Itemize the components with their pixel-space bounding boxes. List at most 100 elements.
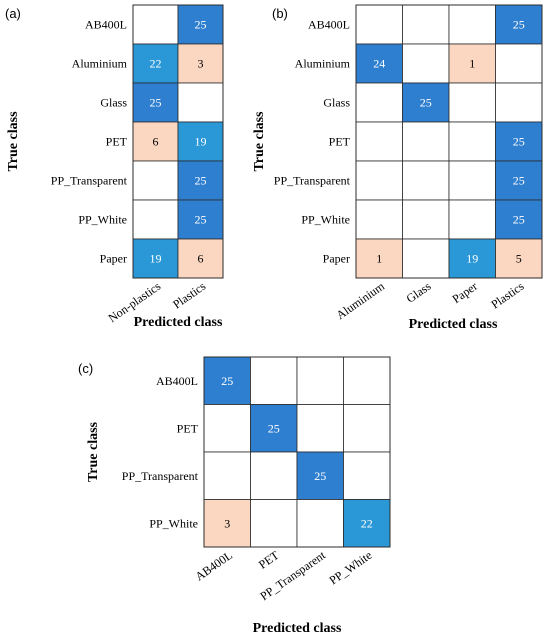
- cell-value-label: 25: [195, 174, 207, 188]
- cell-value-label: 25: [513, 213, 525, 227]
- cell-value-label: 1: [376, 252, 382, 266]
- matrix-cell: [448, 238, 496, 279]
- matrix-border: [203, 356, 391, 548]
- matrix-cell: [177, 43, 224, 84]
- matrix-border: [132, 4, 224, 279]
- matrix-cell: [495, 4, 543, 45]
- matrix-cell: [132, 199, 179, 240]
- column-label: AB400L: [193, 548, 235, 584]
- cell-value-label: 25: [420, 96, 432, 110]
- row-label: Paper: [323, 252, 350, 266]
- matrix-cell: [343, 356, 391, 405]
- matrix-cell: [355, 4, 403, 45]
- row-label: Aluminium: [72, 57, 128, 71]
- matrix-cell: [132, 4, 179, 45]
- cell-value-label: 22: [361, 516, 373, 530]
- matrix-cell: [355, 238, 403, 279]
- matrix-cell: [132, 160, 179, 201]
- row-label: Paper: [100, 252, 127, 266]
- cell-value-label: 25: [195, 213, 207, 227]
- cell-value-label: 3: [198, 57, 204, 71]
- column-label: Paper: [450, 279, 480, 306]
- confusion-matrix-3: (c) 25 25 25 3 22 AB400L PET PP_Transparent PP_Wh…: [78, 356, 391, 636]
- x-axis-title: Predicted class: [253, 621, 342, 636]
- cell-value-label: 19: [195, 135, 207, 149]
- matrix-cell: [250, 404, 298, 453]
- column-label: Aluminium: [334, 279, 388, 323]
- cell-value-label: 25: [314, 469, 326, 483]
- matrix-cell: [495, 199, 543, 240]
- matrix-cell: [355, 121, 403, 162]
- cell-value-label: 25: [221, 374, 233, 388]
- cell-value-label: 19: [466, 252, 478, 266]
- cell-value-label: 6: [198, 252, 204, 266]
- matrix-cell: [448, 4, 496, 45]
- panel-label: (b): [272, 6, 288, 21]
- matrix-cell: [495, 43, 543, 84]
- matrix-cell: [132, 43, 179, 84]
- matrix-cell: [402, 43, 450, 84]
- matrix-cell: [250, 356, 298, 405]
- matrix-cell: [495, 82, 543, 123]
- cell-value-label: 25: [150, 96, 162, 110]
- cell-value-label: 3: [224, 516, 230, 530]
- cell-value-label: 6: [153, 135, 159, 149]
- matrix-cell: [402, 199, 450, 240]
- confusion-matrix-2: (b) 25 24 1 25 25 25 25 1 19 5 AB400L Aluminium Glass…: [252, 4, 543, 332]
- matrix-cell: [343, 451, 391, 500]
- confusion-matrix-1: (a) 25 22 3 25 6 19 25 25 19 6 AB400L Aluminium Glass…: [5, 4, 224, 330]
- row-label: PP_Transparent: [274, 174, 351, 188]
- matrix-cell: [495, 238, 543, 279]
- row-label: Glass: [323, 96, 350, 110]
- cell-value-label: 19: [150, 252, 162, 266]
- column-label: PET: [256, 548, 282, 572]
- cell-value-label: 25: [513, 174, 525, 188]
- matrix-cell: [495, 121, 543, 162]
- row-label: PET: [329, 135, 351, 149]
- matrix-cell: [177, 121, 224, 162]
- matrix-cell: [448, 43, 496, 84]
- matrix-cell: [177, 199, 224, 240]
- matrix-cell: [177, 82, 224, 123]
- cell-value-label: 25: [195, 18, 207, 32]
- matrix-cell: [296, 356, 344, 405]
- cell-value-label: 22: [150, 57, 162, 71]
- cell-value-label: 1: [469, 57, 475, 71]
- matrix-cell: [448, 199, 496, 240]
- row-label: PP_White: [301, 213, 350, 227]
- matrix-cell: [448, 160, 496, 201]
- y-axis-title: True class: [6, 111, 21, 172]
- matrix-cell: [343, 499, 391, 548]
- matrix-cell: [355, 160, 403, 201]
- matrix-cell: [250, 499, 298, 548]
- x-axis-title: Predicted class: [409, 317, 498, 332]
- panel-label: (c): [78, 361, 93, 376]
- y-axis-title: True class: [86, 421, 101, 482]
- column-label: PP_White: [327, 548, 375, 587]
- row-label: PP_Transparent: [51, 174, 128, 188]
- matrix-cell: [177, 238, 224, 279]
- matrix-cell: [402, 4, 450, 45]
- matrix-cell: [177, 4, 224, 45]
- row-label: Glass: [100, 96, 127, 110]
- matrix-cell: [355, 82, 403, 123]
- row-label: Aluminium: [295, 57, 351, 71]
- cell-value-label: 24: [373, 57, 385, 71]
- row-label: AB400L: [308, 18, 350, 32]
- cell-value-label: 25: [513, 18, 525, 32]
- row-label: PP_White: [149, 516, 198, 530]
- cell-value-label: 25: [513, 135, 525, 149]
- matrix-cell: [203, 404, 251, 453]
- matrix-cell: [448, 121, 496, 162]
- y-axis-title: True class: [252, 111, 267, 172]
- matrix-cell: [250, 451, 298, 500]
- matrix-cell: [495, 160, 543, 201]
- matrix-cell: [296, 499, 344, 548]
- matrix-cell: [203, 451, 251, 500]
- row-label: PET: [106, 135, 128, 149]
- x-axis-title: Predicted class: [134, 315, 223, 330]
- matrix-cell: [402, 121, 450, 162]
- row-label: PET: [177, 421, 199, 435]
- row-label: AB400L: [156, 374, 198, 388]
